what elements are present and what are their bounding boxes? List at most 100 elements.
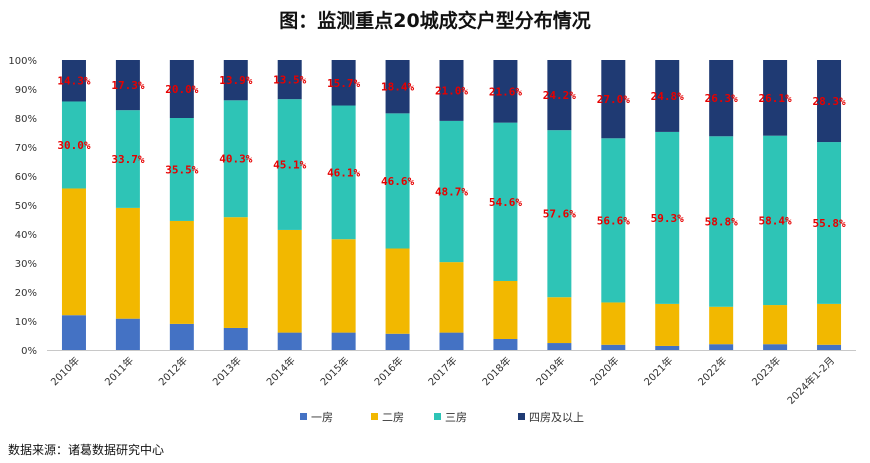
data-label: 35.5% [165, 163, 198, 176]
data-label: 24.2% [543, 89, 576, 102]
data-label: 24.8% [651, 90, 684, 103]
bar-segment [169, 323, 194, 350]
bar-segment [709, 344, 734, 350]
data-label: 26.1% [759, 92, 792, 105]
bar-segment [601, 344, 626, 350]
y-tick-label: 90% [15, 85, 37, 96]
y-tick-label: 60% [15, 172, 37, 183]
legend-swatch [300, 413, 307, 420]
x-tick-label: 2023年 [749, 354, 783, 388]
data-label: 20.0% [165, 83, 198, 96]
x-tick-label: 2013年 [210, 354, 244, 388]
bar-segment [817, 60, 842, 143]
bar-segment [223, 327, 248, 350]
bar-segment [385, 248, 410, 334]
chart-title: 图：监测重点20城成交户型分布情况 [279, 10, 591, 32]
y-tick-label: 70% [15, 143, 37, 154]
data-label: 26.3% [705, 92, 738, 105]
data-label: 45.1% [273, 159, 306, 172]
bar-segment [223, 217, 248, 328]
bar-segment [277, 332, 302, 350]
y-tick-label: 10% [15, 317, 37, 328]
data-label: 13.9% [219, 74, 252, 87]
bar-segment [439, 262, 464, 333]
y-tick-label: 0% [21, 346, 37, 357]
bar-segment [277, 99, 302, 230]
legend-label: 三房 [445, 411, 467, 424]
bar-segment [277, 60, 302, 100]
data-label: 57.6% [543, 208, 576, 221]
bar-segment [115, 110, 140, 208]
data-label: 33.7% [111, 153, 144, 166]
bar-segment [61, 60, 86, 102]
bar-segment [331, 332, 356, 350]
bar-segment [601, 302, 626, 345]
data-label: 46.6% [381, 175, 414, 188]
bar-segment [817, 303, 842, 345]
data-label: 21.0% [435, 84, 468, 97]
bar-segment [61, 101, 86, 189]
bar-segment [223, 60, 248, 101]
bar-segment [493, 280, 518, 339]
y-tick-label: 40% [15, 230, 37, 241]
data-label: 14.3% [57, 75, 90, 88]
bar-segment [169, 60, 194, 118]
bar-segment [655, 345, 680, 350]
bar-segment [709, 136, 734, 307]
legend-label: 二房 [382, 411, 404, 424]
data-label: 48.7% [435, 186, 468, 199]
bar-segment [601, 60, 626, 139]
bar-segment [223, 100, 248, 218]
bar-segment [547, 343, 572, 350]
bar-segment [331, 239, 356, 333]
bar-segment [547, 60, 572, 131]
bar-segment [169, 220, 194, 324]
bar-segment [709, 60, 734, 137]
data-label: 28.3% [812, 95, 845, 108]
x-tick-label: 2015年 [317, 354, 351, 388]
x-tick-label: 2018年 [479, 354, 513, 388]
bar-segment [115, 207, 140, 319]
bar-segment [493, 122, 518, 281]
x-tick-label: 2012年 [156, 354, 190, 388]
bar-segment [385, 333, 410, 350]
bar-segment [601, 138, 626, 303]
data-label: 15.7% [327, 77, 360, 90]
x-tick-label: 2016年 [371, 354, 405, 388]
y-tick-label: 100% [8, 56, 37, 67]
data-label: 27.0% [597, 93, 630, 106]
x-tick-label: 2014年 [264, 354, 298, 388]
y-tick-label: 80% [15, 114, 37, 125]
bar-segment [817, 344, 842, 350]
bar-segment [115, 60, 140, 111]
bar-segment [763, 135, 788, 306]
legend-swatch [434, 413, 441, 420]
x-tick-label: 2017年 [425, 354, 459, 388]
bar-segment [763, 60, 788, 136]
x-tick-label: 2022年 [695, 354, 729, 388]
y-tick-label: 50% [15, 201, 37, 212]
data-label: 54.6% [489, 196, 522, 209]
x-tick-label: 2020年 [587, 354, 621, 388]
bar-segment [61, 315, 86, 350]
data-label: 30.0% [57, 139, 90, 152]
bar-segment [547, 297, 572, 344]
bar-segment [709, 306, 734, 345]
data-label: 13.5% [273, 74, 306, 87]
data-label: 58.4% [759, 214, 792, 227]
bar-segment [655, 131, 680, 304]
bar-segment [169, 118, 194, 221]
bar-segment [61, 188, 86, 316]
bar-segment [439, 332, 464, 350]
data-label: 56.6% [597, 214, 630, 227]
bar-segment [439, 60, 464, 121]
legend-label: 四房及以上 [529, 411, 584, 424]
bar-segment [115, 318, 140, 350]
x-tick-label: 2011年 [102, 354, 136, 388]
data-label: 21.6% [489, 85, 522, 98]
y-tick-label: 20% [15, 288, 37, 299]
bar-segment [493, 60, 518, 123]
data-label: 40.3% [219, 153, 252, 166]
data-label: 18.4% [381, 81, 414, 94]
